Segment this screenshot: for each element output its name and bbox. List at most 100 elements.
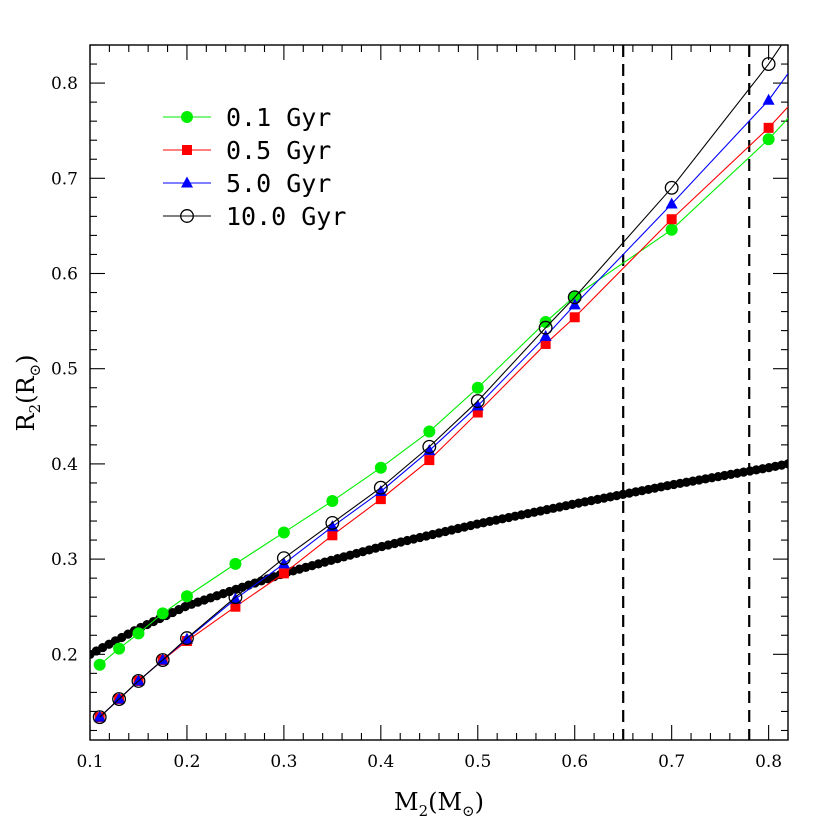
y-tick-label: 0.7 <box>51 169 78 189</box>
y-axis-title-sub2: ⊙ <box>26 364 44 377</box>
x-tick-label: 0.3 <box>270 752 297 772</box>
series-point <box>665 197 678 209</box>
series-point <box>155 653 170 667</box>
series-point <box>471 381 484 394</box>
y-tick-labels: 0.2 0.3 0.4 0.5 0.6 0.7 0.8 <box>51 74 78 665</box>
roche-lobe-curve <box>90 459 788 659</box>
series-point <box>277 526 290 539</box>
series-point <box>132 627 145 640</box>
y-tick-label: 0.8 <box>51 74 78 94</box>
y-axis-title-close: ) <box>12 354 40 363</box>
series-point <box>326 495 339 508</box>
y-tick-label: 0.3 <box>51 550 78 570</box>
series-point <box>471 399 484 411</box>
vertical-dashed-lines <box>622 45 751 740</box>
series-point <box>763 122 774 133</box>
series-0 <box>93 117 788 671</box>
series-point <box>569 312 580 323</box>
series-point <box>424 455 435 466</box>
x-tick-label: 0.8 <box>755 752 782 772</box>
series-point <box>93 710 106 722</box>
series-point <box>132 674 145 686</box>
x-tick-label: 0.6 <box>561 752 588 772</box>
legend-marker <box>181 176 193 188</box>
series-point <box>539 329 552 341</box>
series-point <box>664 180 679 195</box>
series-point <box>156 653 169 665</box>
series-3 <box>92 45 783 725</box>
legend-entry: 10.0 Gyr <box>163 202 346 231</box>
series-point <box>113 692 126 704</box>
series-point <box>422 439 437 454</box>
series-point <box>113 642 126 655</box>
series-point <box>375 494 386 505</box>
x-tick-label: 0.1 <box>76 752 103 772</box>
x-axis-title: M2(M⊙) <box>394 788 484 820</box>
x-tick-labels: 0.1 0.2 0.3 0.4 0.5 0.6 0.7 0.8 <box>76 752 782 772</box>
series-point <box>762 133 775 146</box>
roche-point <box>783 459 788 469</box>
series-point <box>373 480 388 495</box>
y-axis-title-open: (R <box>12 376 40 404</box>
axis-ticks <box>89 44 789 740</box>
y-tick-label: 0.6 <box>51 264 78 284</box>
series-point <box>278 568 289 579</box>
x-tick-label: 0.2 <box>173 752 200 772</box>
series-point <box>762 93 775 105</box>
legend-marker <box>180 209 194 223</box>
series-point <box>327 530 338 541</box>
x-axis-title-close: ) <box>475 788 484 816</box>
series-point <box>567 290 582 305</box>
x-tick-label: 0.4 <box>367 752 394 772</box>
legend: 0.1 Gyr 0.5 Gyr 5.0 Gyr 10.0 Gyr <box>163 103 346 231</box>
series-point <box>666 214 677 225</box>
series-point <box>93 658 106 671</box>
series-line <box>99 117 788 666</box>
legend-marker <box>181 111 193 123</box>
series-point <box>229 557 242 570</box>
x-axis-title-sub: 2 <box>419 802 429 820</box>
legend-entry: 5.0 Gyr <box>163 169 331 198</box>
series-point <box>276 551 291 566</box>
legend-label: 5.0 Gyr <box>226 169 331 198</box>
series-point <box>423 425 436 438</box>
series-point <box>540 338 551 349</box>
legend-entry: 0.5 Gyr <box>163 136 331 165</box>
series-layer <box>92 45 788 725</box>
x-axis-title-open: (M <box>428 788 462 816</box>
series-point <box>761 57 776 71</box>
series-point <box>180 590 193 603</box>
series-line <box>99 45 783 718</box>
series-point <box>112 692 127 707</box>
y-axis-title-main: R <box>12 413 40 432</box>
series-point <box>230 601 241 612</box>
series-point <box>229 592 242 604</box>
series-2 <box>93 73 788 722</box>
series-point <box>131 674 146 688</box>
series-point <box>228 590 243 605</box>
series-point <box>665 223 678 236</box>
series-point <box>472 407 483 418</box>
y-tick-label: 0.4 <box>51 455 78 475</box>
x-tick-label: 0.5 <box>464 752 491 772</box>
series-point <box>374 461 387 474</box>
legend-label: 10.0 Gyr <box>226 202 346 231</box>
legend-label: 0.5 Gyr <box>226 136 331 165</box>
y-tick-label: 0.2 <box>51 645 78 665</box>
x-tick-label: 0.7 <box>658 752 685 772</box>
series-point <box>325 515 340 530</box>
legend-entry: 0.1 Gyr <box>163 103 331 132</box>
y-axis-title: R2(R⊙) <box>12 354 44 431</box>
x-axis-title-main: M <box>394 788 419 816</box>
x-axis-title-sub2: ⊙ <box>462 802 475 820</box>
y-axis-title-sub: 2 <box>26 404 44 414</box>
legend-label: 0.1 Gyr <box>226 103 331 132</box>
series-point <box>179 631 194 646</box>
series-line <box>99 73 788 718</box>
series-point <box>538 320 553 335</box>
series-point <box>470 394 485 409</box>
series-point <box>92 710 107 725</box>
y-tick-label: 0.5 <box>51 360 78 380</box>
series-point <box>277 557 290 569</box>
